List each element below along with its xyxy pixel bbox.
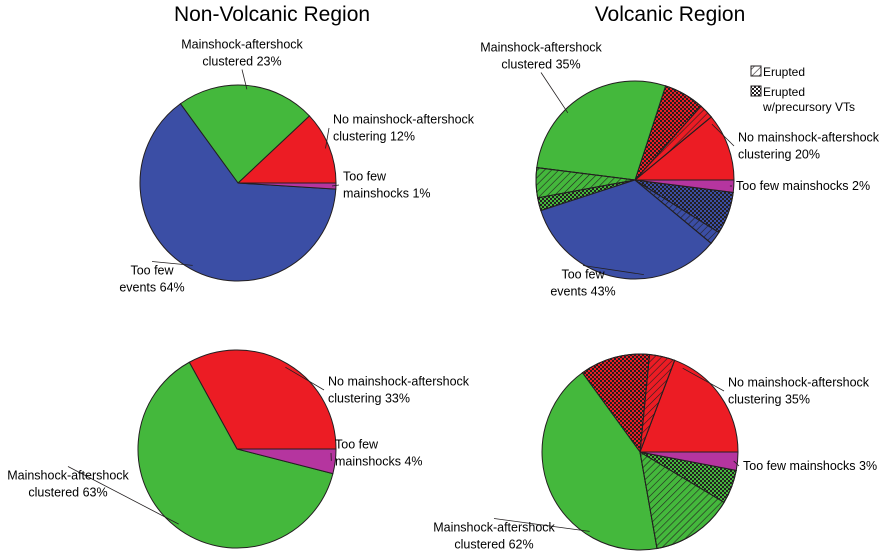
leader-line-no-mainshock-aftershock-clustering bbox=[711, 123, 735, 147]
leader-line-no-mainshock-aftershock-clustering bbox=[285, 366, 325, 391]
pie-slice-mainshock-aftershock-clustered bbox=[179, 84, 311, 184]
leader-line-mainshock-aftershock-clustered bbox=[241, 69, 248, 90]
pie-slice-too-few-mainshocks bbox=[237, 182, 337, 190]
slice-label-mainshock-aftershock-clustered: Mainshock-aftershock clustered 35% bbox=[480, 41, 602, 72]
pie-nonvolcanic-bottom: No mainshock-aftershock clustering 33% Mai… bbox=[7, 349, 470, 549]
slice-label-too-few-mainshocks: Too few mainshocks 1% bbox=[343, 170, 431, 201]
slice-label-no-mainshock-aftershock-clustering: No mainshock-aftershock clustering 35% bbox=[728, 376, 870, 407]
slice-label-too-few-mainshocks: Too few mainshocks 2% bbox=[736, 179, 870, 193]
legend: Erupted Erupted w/precursory VTs bbox=[750, 65, 855, 114]
leader-line-too-few-mainshocks bbox=[733, 460, 740, 467]
leader-line-too-few-mainshocks bbox=[331, 184, 340, 187]
slice-label-too-few-mainshocks: Too few mainshocks 4% bbox=[335, 438, 423, 469]
legend-label-hatch: Erupted bbox=[763, 65, 805, 79]
title-non-volcanic: Non-Volcanic Region bbox=[174, 3, 370, 26]
slice-label-mainshock-aftershock-clustered: Mainshock-aftershock clustered 62% bbox=[433, 521, 555, 552]
legend-swatch-pattern-cross bbox=[750, 85, 762, 97]
leader-line-no-mainshock-aftershock-clustering bbox=[325, 127, 330, 149]
pie-slice-too-few-mainshocks bbox=[639, 451, 739, 471]
pie-slice-no-mainshock-aftershock-clustering bbox=[236, 115, 337, 184]
leader-line-mainshock-aftershock-clustered bbox=[67, 466, 179, 525]
pie-slice-pattern-hatch bbox=[639, 451, 725, 550]
slice-label-too-few-mainshocks: Too few mainshocks 3% bbox=[743, 459, 877, 473]
pie-slice-no-mainshock-aftershock-clustering-other bbox=[633, 116, 735, 181]
pie-slice-no-mainshock-aftershock-clustering-other bbox=[639, 359, 739, 453]
leader-line-too-few-events bbox=[151, 261, 193, 266]
pie-slice-mainshock-aftershock-clustered-other bbox=[536, 80, 667, 181]
legend-label-cross: Erupted w/precursory VTs bbox=[762, 85, 855, 114]
legend-swatch-pattern-hatch bbox=[750, 65, 762, 77]
leader-line-no-mainshock-aftershock-clustering bbox=[682, 367, 725, 392]
slice-label-mainshock-aftershock-clustered: Mainshock-aftershock clustered 23% bbox=[181, 38, 303, 69]
pie-volcanic-top: No mainshock-aftershock clustering 20% Mai… bbox=[480, 41, 880, 299]
slice-label-too-few-events: Too few events 43% bbox=[550, 268, 615, 299]
pie-slice-too-few-events bbox=[139, 103, 337, 282]
pie-charts: No mainshock-aftershock clustering 12% Mai… bbox=[7, 38, 880, 552]
slice-label-mainshock-aftershock-clustered: Mainshock-aftershock clustered 63% bbox=[7, 469, 129, 500]
slice-label-no-mainshock-aftershock-clustering: No mainshock-aftershock clustering 33% bbox=[328, 375, 470, 406]
leader-line-mainshock-aftershock-clustered bbox=[493, 518, 590, 532]
slice-label-too-few-events: Too few events 64% bbox=[119, 264, 184, 295]
leader-line-mainshock-aftershock-clustered bbox=[540, 72, 569, 114]
pie-slice-too-few-events-other bbox=[540, 179, 712, 280]
title-volcanic: Volcanic Region bbox=[595, 3, 746, 26]
pie-slice-too-few-mainshocks bbox=[236, 448, 337, 475]
pie-slice-mainshock-aftershock-clustered bbox=[137, 361, 334, 549]
pie-nonvolcanic-top: No mainshock-aftershock clustering 12% Mai… bbox=[119, 38, 474, 295]
pie-slice-too-few-mainshocks bbox=[634, 179, 735, 193]
leader-line-too-few-events bbox=[582, 265, 644, 275]
slice-label-no-mainshock-aftershock-clustering: No mainshock-aftershock clustering 20% bbox=[738, 131, 880, 162]
slice-label-no-mainshock-aftershock-clustering: No mainshock-aftershock clustering 12% bbox=[333, 113, 475, 144]
pie-slice-mainshock-aftershock-clustered-other bbox=[541, 372, 658, 551]
pie-volcanic-bottom: No mainshock-aftershock clustering 35% Mai… bbox=[433, 353, 877, 552]
pie-slice-pattern-cross bbox=[581, 353, 651, 454]
pie-slice-no-mainshock-aftershock-clustering bbox=[188, 349, 337, 450]
